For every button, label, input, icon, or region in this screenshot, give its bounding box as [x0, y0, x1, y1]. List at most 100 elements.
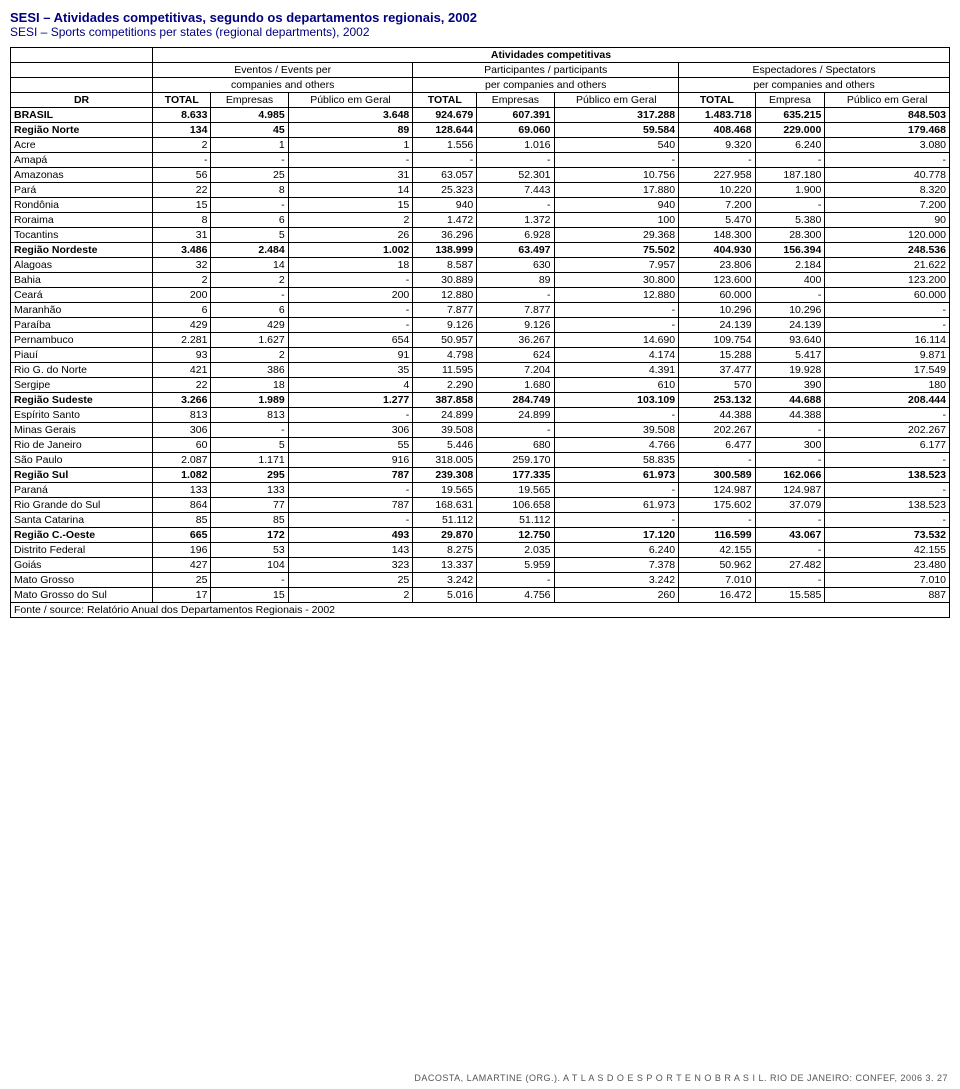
cell: 6	[153, 303, 211, 318]
cell: -	[679, 153, 755, 168]
cell: -	[755, 198, 825, 213]
cell: 3.266	[153, 393, 211, 408]
cell: 390	[755, 378, 825, 393]
cell: 31	[288, 168, 413, 183]
row-label: Espírito Santo	[11, 408, 153, 423]
cell: -	[755, 288, 825, 303]
cell: 7.957	[554, 258, 679, 273]
cell: 24.899	[477, 408, 554, 423]
col-publico1: Público em Geral	[288, 93, 413, 108]
cell: 665	[153, 528, 211, 543]
table-row: Tocantins3152636.2966.92829.368148.30028…	[11, 228, 950, 243]
cell: 168.631	[413, 498, 477, 513]
cell: 864	[153, 498, 211, 513]
cell: 1	[288, 138, 413, 153]
table-row: Mato Grosso25-253.242-3.2427.010-7.010	[11, 573, 950, 588]
cell: 11.595	[413, 363, 477, 378]
cell: 77	[211, 498, 288, 513]
col-empresas2: Empresas	[477, 93, 554, 108]
cell: 3.242	[413, 573, 477, 588]
cell: 200	[153, 288, 211, 303]
cell: 5.470	[679, 213, 755, 228]
row-label: Tocantins	[11, 228, 153, 243]
group-events: Eventos / Events per	[153, 63, 413, 78]
cell: 138.523	[825, 498, 950, 513]
cell: -	[679, 453, 755, 468]
title-main: SESI – Atividades competitivas, segundo …	[10, 10, 950, 25]
cell: 61.973	[554, 498, 679, 513]
cell: 4.391	[554, 363, 679, 378]
cell: 1.472	[413, 213, 477, 228]
cell: 5.959	[477, 558, 554, 573]
cell: -	[211, 198, 288, 213]
cell: 6.177	[825, 438, 950, 453]
cell: 3.486	[153, 243, 211, 258]
cell: 60.000	[825, 288, 950, 303]
table-row: Roraima8621.4721.3721005.4705.38090	[11, 213, 950, 228]
row-label: Paraná	[11, 483, 153, 498]
cell: -	[288, 303, 413, 318]
cell: 35	[288, 363, 413, 378]
cell: -	[477, 153, 554, 168]
cell: 21.622	[825, 258, 950, 273]
cell: 7.200	[825, 198, 950, 213]
cell: 7.877	[413, 303, 477, 318]
cell: 91	[288, 348, 413, 363]
cell: 15	[153, 198, 211, 213]
cell: 116.599	[679, 528, 755, 543]
table-row: Mato Grosso do Sul171525.0164.75626016.4…	[11, 588, 950, 603]
cell: 156.394	[755, 243, 825, 258]
cell: 14	[288, 183, 413, 198]
cell: -	[477, 573, 554, 588]
cell: 138.999	[413, 243, 477, 258]
cell: 1	[211, 138, 288, 153]
cell: 306	[153, 423, 211, 438]
cell: 16.472	[679, 588, 755, 603]
row-label: Piauí	[11, 348, 153, 363]
cell: 2	[288, 588, 413, 603]
table-row: Pernambuco2.2811.62765450.95736.26714.69…	[11, 333, 950, 348]
cell: 1.900	[755, 183, 825, 198]
cell: 40.778	[825, 168, 950, 183]
cell: 607.391	[477, 108, 554, 123]
cell: 7.200	[679, 198, 755, 213]
cell: 1.277	[288, 393, 413, 408]
cell: 25	[153, 573, 211, 588]
cell: 787	[288, 468, 413, 483]
cell: 3.080	[825, 138, 950, 153]
row-label: Santa Catarina	[11, 513, 153, 528]
cell: 42.155	[825, 543, 950, 558]
cell: 172	[211, 528, 288, 543]
page-footer: DACOSTA, LAMARTINE (ORG.). A T L A S D O…	[414, 1073, 948, 1083]
col-dr: DR	[11, 93, 153, 108]
cell: 128.644	[413, 123, 477, 138]
cell: 787	[288, 498, 413, 513]
row-label: Amapá	[11, 153, 153, 168]
cell: -	[477, 288, 554, 303]
cell: 4.174	[554, 348, 679, 363]
cell: 5.016	[413, 588, 477, 603]
col-total2: TOTAL	[413, 93, 477, 108]
column-header-row: DR TOTAL Empresas Público em Geral TOTAL…	[11, 93, 950, 108]
table-row: Espírito Santo813813-24.89924.899-44.388…	[11, 408, 950, 423]
cell: 138.523	[825, 468, 950, 483]
cell: 26	[288, 228, 413, 243]
cell: 6	[211, 303, 288, 318]
cell: -	[211, 153, 288, 168]
cell: 93	[153, 348, 211, 363]
cell: -	[554, 513, 679, 528]
cell: 56	[153, 168, 211, 183]
cell: 15.288	[679, 348, 755, 363]
row-label: Região Nordeste	[11, 243, 153, 258]
cell: 1.556	[413, 138, 477, 153]
cell: -	[825, 408, 950, 423]
row-label: Roraima	[11, 213, 153, 228]
cell: 187.180	[755, 168, 825, 183]
cell: 61.973	[554, 468, 679, 483]
cell: 123.200	[825, 273, 950, 288]
cell: 680	[477, 438, 554, 453]
row-label: Acre	[11, 138, 153, 153]
cell: 1.171	[211, 453, 288, 468]
cell: 51.112	[477, 513, 554, 528]
row-label: Mato Grosso do Sul	[11, 588, 153, 603]
